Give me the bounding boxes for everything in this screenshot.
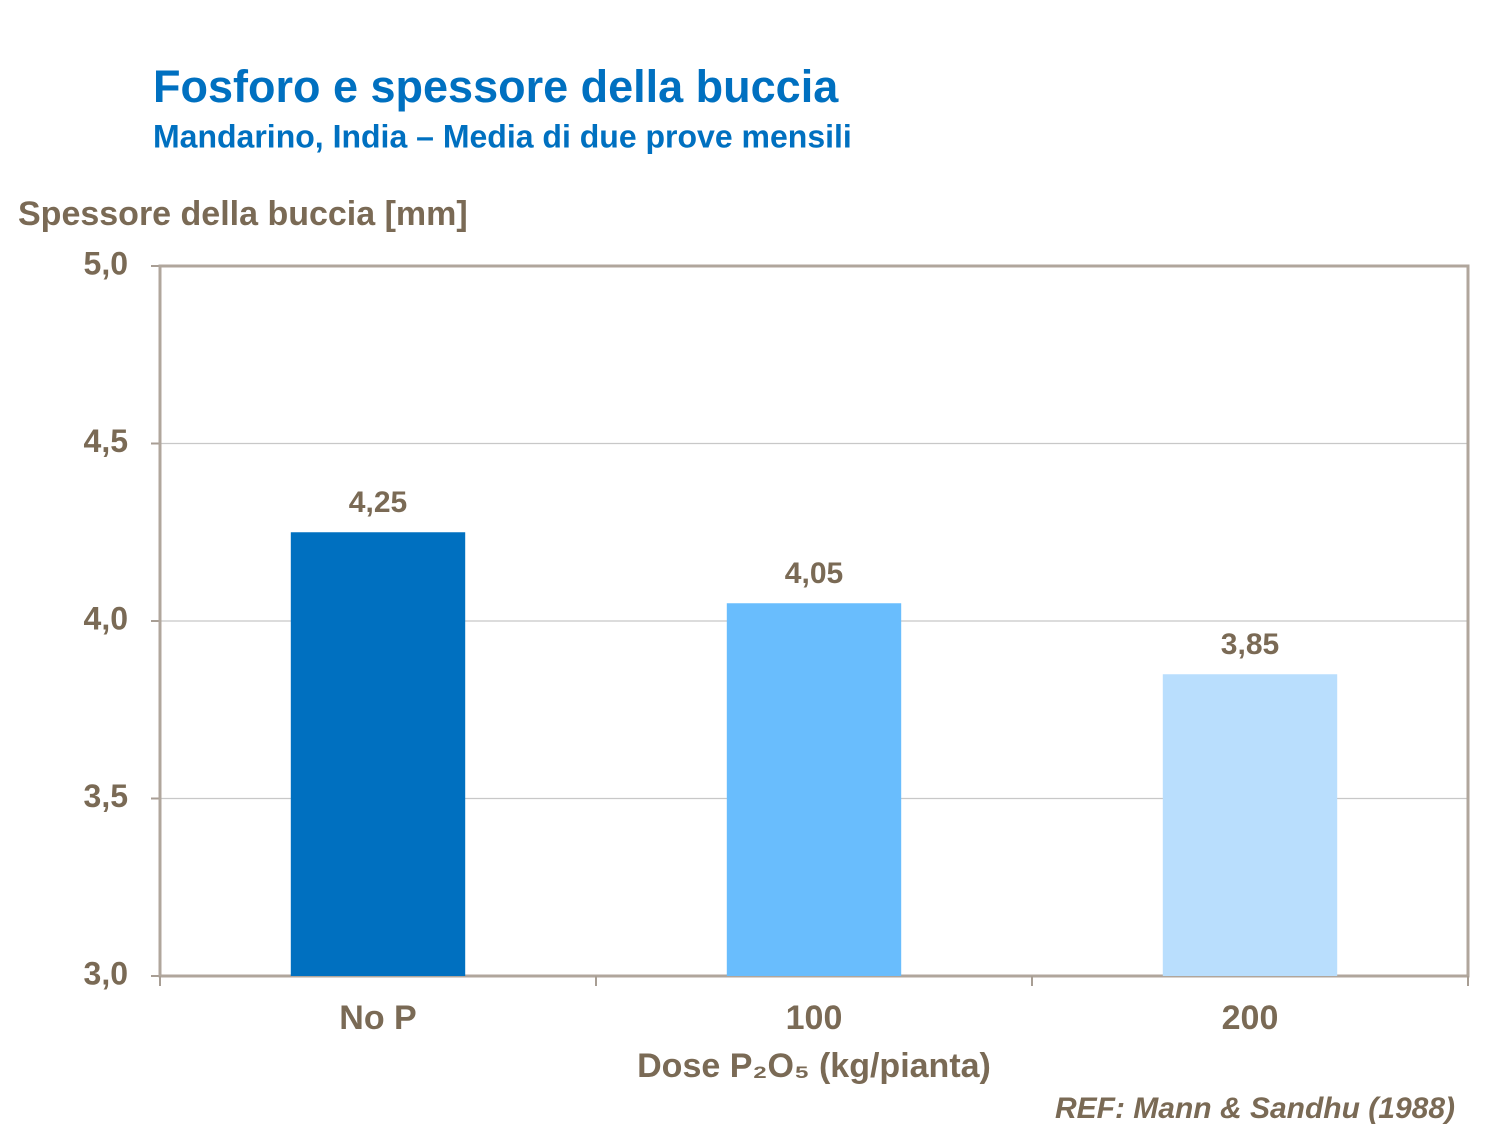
bar — [726, 603, 902, 976]
y-tick-label: 5,0 — [84, 245, 128, 281]
chart-subtitle: Mandarino, India – Media di due prove me… — [153, 118, 852, 154]
x-tick-label: 100 — [786, 999, 843, 1037]
chart-title: Fosforo e spessore della buccia — [153, 61, 839, 112]
x-tick-label: No P — [339, 999, 416, 1037]
y-axis-title: Spessore della buccia [mm] — [18, 195, 468, 233]
x-tick-label: 200 — [1222, 999, 1279, 1037]
bar — [1162, 674, 1338, 976]
value-label: 4,05 — [785, 557, 843, 590]
value-label: 4,25 — [349, 486, 407, 519]
y-tick-label: 3,5 — [84, 778, 128, 814]
y-tick-label: 3,0 — [84, 955, 128, 991]
annotation: REF: Mann & Sandhu (1988) — [1055, 1092, 1455, 1125]
value-label: 3,85 — [1221, 628, 1279, 661]
x-axis-title: Dose P₂O₅ (kg/pianta) — [637, 1047, 991, 1085]
bar — [290, 532, 466, 976]
y-tick-label: 4,0 — [84, 600, 128, 636]
y-tick-label: 4,5 — [84, 423, 128, 459]
